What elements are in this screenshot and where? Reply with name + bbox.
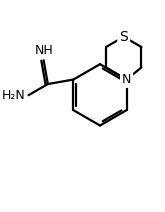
Text: NH: NH [34,43,53,57]
Text: N: N [122,73,131,86]
Text: H₂N: H₂N [2,89,26,102]
Text: S: S [119,30,128,44]
